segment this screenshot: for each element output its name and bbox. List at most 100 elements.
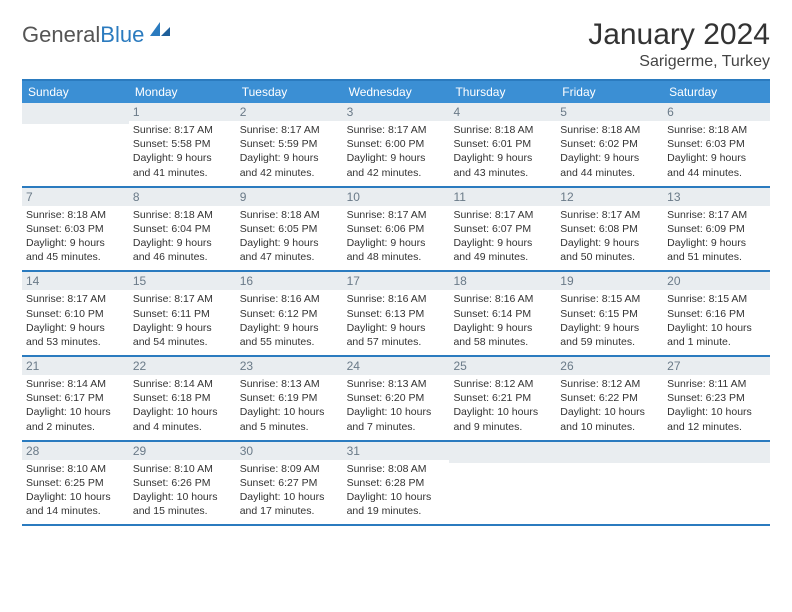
day-cell <box>22 103 129 186</box>
date-number: 18 <box>449 272 556 290</box>
day-cell: 11 Sunrise: 8:17 AMSunset: 6:07 PMDayligh… <box>449 188 556 271</box>
date-number: 11 <box>449 188 556 206</box>
day-details: Sunrise: 8:11 AMSunset: 6:23 PMDaylight:… <box>667 377 766 434</box>
date-number: 2 <box>236 103 343 121</box>
day-cell: 10Sunrise: 8:17 AMSunset: 6:06 PMDayligh… <box>343 188 450 271</box>
date-number: 23 <box>236 357 343 375</box>
day-details: Sunrise: 8:18 AMSunset: 6:04 PMDaylight:… <box>133 208 232 265</box>
week-row: 1Sunrise: 8:17 AMSunset: 5:58 PMDaylight… <box>22 103 770 188</box>
day-details: Sunrise: 8:15 AMSunset: 6:15 PMDaylight:… <box>560 292 659 349</box>
date-number: 10 <box>343 188 450 206</box>
day-cell: 8 Sunrise: 8:18 AMSunset: 6:04 PMDaylight… <box>129 188 236 271</box>
day-details: Sunrise: 8:18 AMSunset: 6:03 PMDaylight:… <box>667 123 766 180</box>
date-number: 26 <box>556 357 663 375</box>
day-cell: 2Sunrise: 8:17 AMSunset: 5:59 PMDaylight… <box>236 103 343 186</box>
day-cell <box>556 442 663 525</box>
weekday-header: Sunday <box>22 81 129 103</box>
day-cell: 24Sunrise: 8:13 AMSunset: 6:20 PMDayligh… <box>343 357 450 440</box>
day-cell: 1Sunrise: 8:17 AMSunset: 5:58 PMDaylight… <box>129 103 236 186</box>
day-details: Sunrise: 8:10 AMSunset: 6:26 PMDaylight:… <box>133 462 232 519</box>
weekday-header: Friday <box>556 81 663 103</box>
day-cell: 16 Sunrise: 8:16 AMSunset: 6:12 PMDayligh… <box>236 272 343 355</box>
day-details: Sunrise: 8:12 AMSunset: 6:22 PMDaylight:… <box>560 377 659 434</box>
day-details: Sunrise: 8:16 AMSunset: 6:14 PMDaylight:… <box>453 292 552 349</box>
day-cell: 18 Sunrise: 8:16 AMSunset: 6:14 PMDayligh… <box>449 272 556 355</box>
day-details: Sunrise: 8:18 AMSunset: 6:03 PMDaylight:… <box>26 208 125 265</box>
day-details: Sunrise: 8:17 AMSunset: 5:58 PMDaylight:… <box>133 123 232 180</box>
date-number: 31 <box>343 442 450 460</box>
date-number <box>663 442 770 463</box>
month-title: January 2024 <box>588 18 770 51</box>
day-cell: 21 Sunrise: 8:14 AMSunset: 6:17 PMDayligh… <box>22 357 129 440</box>
day-cell: 9 Sunrise: 8:18 AMSunset: 6:05 PMDaylight… <box>236 188 343 271</box>
date-number: 20 <box>663 272 770 290</box>
day-cell: 23 Sunrise: 8:13 AMSunset: 6:19 PMDayligh… <box>236 357 343 440</box>
day-cell: 13 Sunrise: 8:17 AMSunset: 6:09 PMDayligh… <box>663 188 770 271</box>
day-details: Sunrise: 8:17 AMSunset: 6:10 PMDaylight:… <box>26 292 125 349</box>
date-number: 29 <box>129 442 236 460</box>
day-details: Sunrise: 8:10 AMSunset: 6:25 PMDaylight:… <box>26 462 125 519</box>
date-number: 4 <box>449 103 556 121</box>
week-row: 7Sunrise: 8:18 AMSunset: 6:03 PMDaylight… <box>22 188 770 273</box>
date-number: 27 <box>663 357 770 375</box>
day-details: Sunrise: 8:14 AMSunset: 6:17 PMDaylight:… <box>26 377 125 434</box>
date-number: 28 <box>22 442 129 460</box>
week-row: 14 Sunrise: 8:17 AMSunset: 6:10 PMDayligh… <box>22 272 770 357</box>
day-cell: 27 Sunrise: 8:11 AMSunset: 6:23 PMDayligh… <box>663 357 770 440</box>
day-cell: 25 Sunrise: 8:12 AMSunset: 6:21 PMDayligh… <box>449 357 556 440</box>
date-number: 12 <box>556 188 663 206</box>
weekday-header: Thursday <box>449 81 556 103</box>
day-cell: 5Sunrise: 8:18 AMSunset: 6:02 PMDaylight… <box>556 103 663 186</box>
day-details: Sunrise: 8:16 AMSunset: 6:13 PMDaylight:… <box>347 292 446 349</box>
date-number: 25 <box>449 357 556 375</box>
date-number: 30 <box>236 442 343 460</box>
day-cell: 19Sunrise: 8:15 AMSunset: 6:15 PMDayligh… <box>556 272 663 355</box>
day-cell: 31 Sunrise: 8:08 AMSunset: 6:28 PMDayligh… <box>343 442 450 525</box>
day-cell: 20Sunrise: 8:15 AMSunset: 6:16 PMDayligh… <box>663 272 770 355</box>
weekday-header: Wednesday <box>343 81 450 103</box>
logo-text: GeneralBlue <box>22 22 144 48</box>
day-details: Sunrise: 8:16 AMSunset: 6:12 PMDaylight:… <box>240 292 339 349</box>
day-cell <box>663 442 770 525</box>
day-details: Sunrise: 8:17 AMSunset: 6:00 PMDaylight:… <box>347 123 446 180</box>
day-details: Sunrise: 8:13 AMSunset: 6:19 PMDaylight:… <box>240 377 339 434</box>
day-details: Sunrise: 8:17 AMSunset: 6:07 PMDaylight:… <box>453 208 552 265</box>
day-cell: 7Sunrise: 8:18 AMSunset: 6:03 PMDaylight… <box>22 188 129 271</box>
calendar-grid: SundayMondayTuesdayWednesdayThursdayFrid… <box>22 79 770 526</box>
date-number: 15 <box>129 272 236 290</box>
date-number: 3 <box>343 103 450 121</box>
day-details: Sunrise: 8:08 AMSunset: 6:28 PMDaylight:… <box>347 462 446 519</box>
day-details: Sunrise: 8:18 AMSunset: 6:01 PMDaylight:… <box>453 123 552 180</box>
date-number: 21 <box>22 357 129 375</box>
date-number: 13 <box>663 188 770 206</box>
date-number: 17 <box>343 272 450 290</box>
day-details: Sunrise: 8:18 AMSunset: 6:05 PMDaylight:… <box>240 208 339 265</box>
weekday-header: Tuesday <box>236 81 343 103</box>
date-number <box>22 103 129 124</box>
day-cell: 14 Sunrise: 8:17 AMSunset: 6:10 PMDayligh… <box>22 272 129 355</box>
day-details: Sunrise: 8:14 AMSunset: 6:18 PMDaylight:… <box>133 377 232 434</box>
day-cell: 4 Sunrise: 8:18 AMSunset: 6:01 PMDaylight… <box>449 103 556 186</box>
date-number: 8 <box>129 188 236 206</box>
date-number: 5 <box>556 103 663 121</box>
logo-sail-icon <box>148 20 172 38</box>
day-cell: 22 Sunrise: 8:14 AMSunset: 6:18 PMDayligh… <box>129 357 236 440</box>
weekday-header-row: SundayMondayTuesdayWednesdayThursdayFrid… <box>22 81 770 103</box>
week-row: 21 Sunrise: 8:14 AMSunset: 6:17 PMDayligh… <box>22 357 770 442</box>
day-cell: 30 Sunrise: 8:09 AMSunset: 6:27 PMDayligh… <box>236 442 343 525</box>
week-row: 28 Sunrise: 8:10 AMSunset: 6:25 PMDayligh… <box>22 442 770 527</box>
day-cell <box>449 442 556 525</box>
date-number: 22 <box>129 357 236 375</box>
date-number: 9 <box>236 188 343 206</box>
day-cell: 17 Sunrise: 8:16 AMSunset: 6:13 PMDayligh… <box>343 272 450 355</box>
day-details: Sunrise: 8:12 AMSunset: 6:21 PMDaylight:… <box>453 377 552 434</box>
date-number: 14 <box>22 272 129 290</box>
date-number: 24 <box>343 357 450 375</box>
day-details: Sunrise: 8:17 AMSunset: 6:08 PMDaylight:… <box>560 208 659 265</box>
day-cell: 6Sunrise: 8:18 AMSunset: 6:03 PMDaylight… <box>663 103 770 186</box>
date-number: 16 <box>236 272 343 290</box>
day-cell: 12 Sunrise: 8:17 AMSunset: 6:08 PMDayligh… <box>556 188 663 271</box>
day-details: Sunrise: 8:09 AMSunset: 6:27 PMDaylight:… <box>240 462 339 519</box>
day-details: Sunrise: 8:17 AMSunset: 6:09 PMDaylight:… <box>667 208 766 265</box>
weekday-header: Monday <box>129 81 236 103</box>
